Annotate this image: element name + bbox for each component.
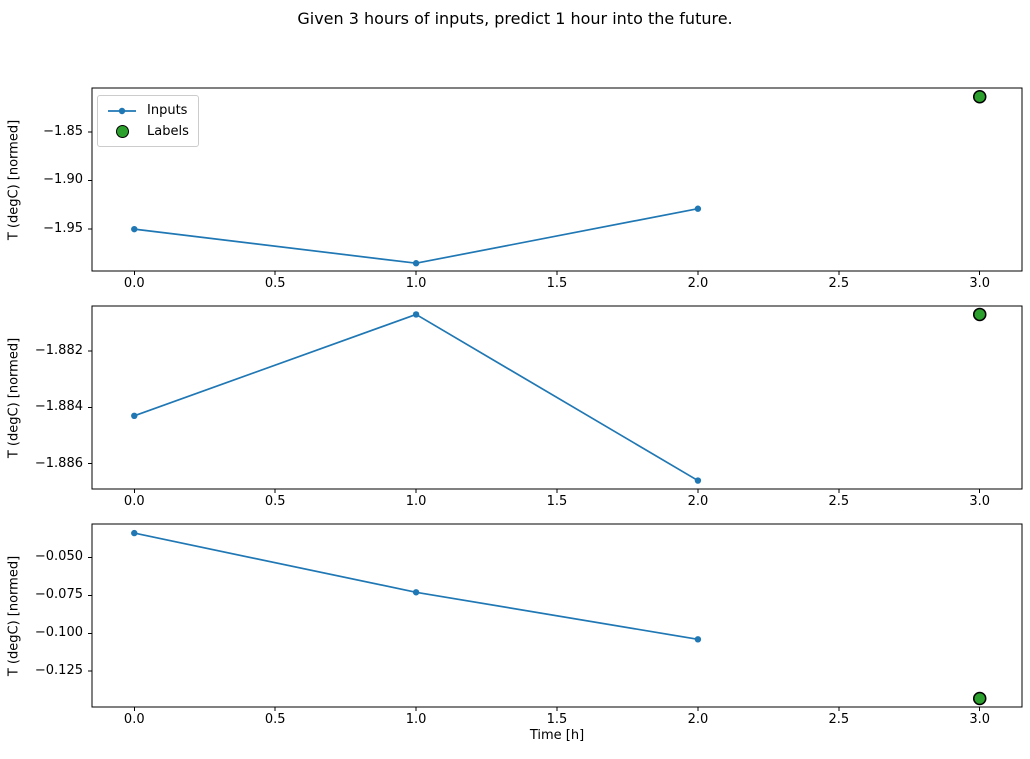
labels-marker-sample-icon <box>107 125 137 138</box>
x-tick-label: 0.5 <box>264 712 286 727</box>
x-tick-label: 1.0 <box>405 276 427 291</box>
labels-point <box>972 691 987 706</box>
legend-label-inputs: Inputs <box>147 103 188 118</box>
axes-frame <box>91 87 1023 272</box>
x-tick-label: 0.5 <box>264 276 286 291</box>
y-tick-label: −1.886 <box>34 455 83 471</box>
x-tick-label: 1.5 <box>546 494 568 509</box>
legend: Inputs Labels <box>97 95 199 147</box>
inputs-point <box>412 260 420 267</box>
x-tick-label: 2.0 <box>687 712 709 727</box>
y-tick-label: −0.100 <box>34 625 83 641</box>
labels-point <box>972 307 987 322</box>
inputs-line-sample-icon <box>107 105 137 117</box>
inputs-point <box>412 311 420 318</box>
figure-title: Given 3 hours of inputs, predict 1 hour … <box>297 9 733 28</box>
inputs-point <box>694 636 702 643</box>
y-tick-label: −1.882 <box>34 343 83 359</box>
inputs-point <box>131 412 138 419</box>
legend-label-labels: Labels <box>147 124 189 139</box>
x-tick-label: 3.0 <box>969 276 991 291</box>
legend-item-labels: Labels <box>107 121 189 142</box>
x-axis-label: Time [h] <box>529 728 585 743</box>
inputs-line-sample-svg <box>108 107 136 114</box>
subplot-3-plot-area <box>88 523 1023 711</box>
inputs-point <box>131 225 138 233</box>
y-tick-label: −1.95 <box>43 221 83 237</box>
x-tick-label: 3.0 <box>969 494 991 509</box>
y-tick-label: −1.884 <box>34 399 83 415</box>
x-tick-label: 2.5 <box>828 276 850 291</box>
inputs-point <box>694 205 702 212</box>
x-tick-label: 1.5 <box>546 276 568 291</box>
y-tick-label: −1.85 <box>43 123 83 139</box>
x-tick-label: 2.0 <box>687 276 709 291</box>
x-tick-label: 0.0 <box>123 276 145 291</box>
x-tick-label: 3.0 <box>969 712 991 727</box>
legend-item-inputs: Inputs <box>107 100 189 121</box>
y-tick-label: −0.125 <box>34 663 83 679</box>
inputs-point <box>131 529 138 537</box>
x-tick-label: 1.5 <box>546 712 568 727</box>
labels-point <box>972 90 987 104</box>
x-tick-label: 0.5 <box>264 494 286 509</box>
subplot-1-plot-area <box>88 87 1023 275</box>
inputs-line <box>133 313 699 482</box>
x-tick-label: 0.0 <box>123 712 145 727</box>
y-tick-label: −0.050 <box>34 549 83 565</box>
inputs-point <box>412 589 420 596</box>
subplot-2-plot-area <box>88 305 1023 493</box>
x-tick-label: 0.0 <box>123 494 145 509</box>
x-tick-label: 2.5 <box>828 494 850 509</box>
y-tick-label: −1.90 <box>43 172 83 188</box>
x-tick-label: 2.0 <box>687 494 709 509</box>
inputs-line <box>134 532 699 641</box>
y-tick-label: −0.075 <box>34 587 83 603</box>
x-tick-label: 2.5 <box>828 712 850 727</box>
inputs-line <box>134 207 699 265</box>
inputs-point <box>694 477 702 484</box>
x-tick-label: 1.0 <box>405 712 427 727</box>
x-tick-label: 1.0 <box>405 494 427 509</box>
